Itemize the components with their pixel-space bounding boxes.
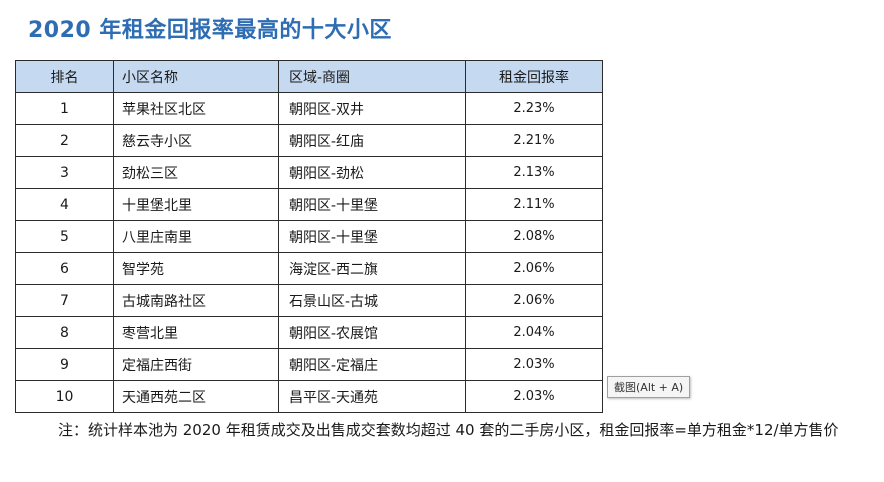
screenshot-tooltip: 截图(Alt + A)	[607, 376, 691, 398]
rent-yield-cell: 2.21%	[465, 124, 603, 157]
rent-yield-cell: 2.06%	[465, 284, 603, 317]
community-name-cell: 枣营北里	[113, 316, 279, 349]
rent-yield-cell: 2.03%	[465, 348, 603, 381]
district-area-cell: 朝阳区-农展馆	[278, 316, 466, 349]
district-area-cell: 朝阳区-十里堡	[278, 188, 466, 221]
community-name-cell: 智学苑	[113, 252, 279, 285]
table-row: 7 古城南路社区 石景山区-古城 2.06%	[15, 284, 603, 317]
table-row: 10 天通西苑二区 昌平区-天通苑 2.03%	[15, 380, 603, 413]
community-name-cell: 慈云寺小区	[113, 124, 279, 157]
district-area-cell: 石景山区-古城	[278, 284, 466, 317]
rank-cell: 8	[15, 316, 114, 349]
community-name-cell: 劲松三区	[113, 156, 279, 189]
rank-cell: 2	[15, 124, 114, 157]
community-name-cell: 苹果社区北区	[113, 92, 279, 125]
district-area-cell: 朝阳区-红庙	[278, 124, 466, 157]
rank-cell: 5	[15, 220, 114, 253]
district-area-cell: 昌平区-天通苑	[278, 380, 466, 413]
rank-cell: 7	[15, 284, 114, 317]
community-name-cell: 古城南路社区	[113, 284, 279, 317]
footnote: 注：统计样本池为 2020 年租赁成交及出售成交套数均超过 40 套的二手房小区…	[58, 421, 839, 439]
rent-yield-cell: 2.03%	[465, 380, 603, 413]
rank-cell: 6	[15, 252, 114, 285]
page-title: 2020 年租金回报率最高的十大小区	[28, 18, 392, 43]
table-row: 2 慈云寺小区 朝阳区-红庙 2.21%	[15, 124, 603, 157]
rent-yield-cell: 2.04%	[465, 316, 603, 349]
community-name-cell: 天通西苑二区	[113, 380, 279, 413]
table-row: 9 定福庄西街 朝阳区-定福庄 2.03%	[15, 348, 603, 381]
rank-cell: 3	[15, 156, 114, 189]
table-row: 5 八里庄南里 朝阳区-十里堡 2.08%	[15, 220, 603, 253]
header-district-area: 区域-商圈	[278, 60, 466, 93]
community-name-cell: 十里堡北里	[113, 188, 279, 221]
header-rent-yield: 租金回报率	[465, 60, 603, 93]
header-community-name: 小区名称	[113, 60, 279, 93]
table-row: 3 劲松三区 朝阳区-劲松 2.13%	[15, 156, 603, 189]
table-row: 6 智学苑 海淀区-西二旗 2.06%	[15, 252, 603, 285]
district-area-cell: 海淀区-西二旗	[278, 252, 466, 285]
table-header-row: 排名 小区名称 区域-商圈 租金回报率	[15, 60, 603, 93]
rank-cell: 1	[15, 92, 114, 125]
ranking-table: 排名 小区名称 区域-商圈 租金回报率 1 苹果社区北区 朝阳区-双井 2.23% 2 慈…	[15, 60, 603, 413]
rank-cell: 10	[15, 380, 114, 413]
table-row: 1 苹果社区北区 朝阳区-双井 2.23%	[15, 92, 603, 125]
rent-yield-cell: 2.23%	[465, 92, 603, 125]
district-area-cell: 朝阳区-劲松	[278, 156, 466, 189]
district-area-cell: 朝阳区-定福庄	[278, 348, 466, 381]
rent-yield-cell: 2.11%	[465, 188, 603, 221]
rank-cell: 9	[15, 348, 114, 381]
community-name-cell: 八里庄南里	[113, 220, 279, 253]
table-row: 4 十里堡北里 朝阳区-十里堡 2.11%	[15, 188, 603, 221]
district-area-cell: 朝阳区-十里堡	[278, 220, 466, 253]
header-rank: 排名	[15, 60, 114, 93]
rank-cell: 4	[15, 188, 114, 221]
rent-yield-cell: 2.13%	[465, 156, 603, 189]
rent-yield-cell: 2.08%	[465, 220, 603, 253]
rent-yield-cell: 2.06%	[465, 252, 603, 285]
district-area-cell: 朝阳区-双井	[278, 92, 466, 125]
community-name-cell: 定福庄西街	[113, 348, 279, 381]
table-row: 8 枣营北里 朝阳区-农展馆 2.04%	[15, 316, 603, 349]
table-body: 1 苹果社区北区 朝阳区-双井 2.23% 2 慈云寺小区 朝阳区-红庙 2.21% 3 劲松三区…	[15, 92, 603, 413]
